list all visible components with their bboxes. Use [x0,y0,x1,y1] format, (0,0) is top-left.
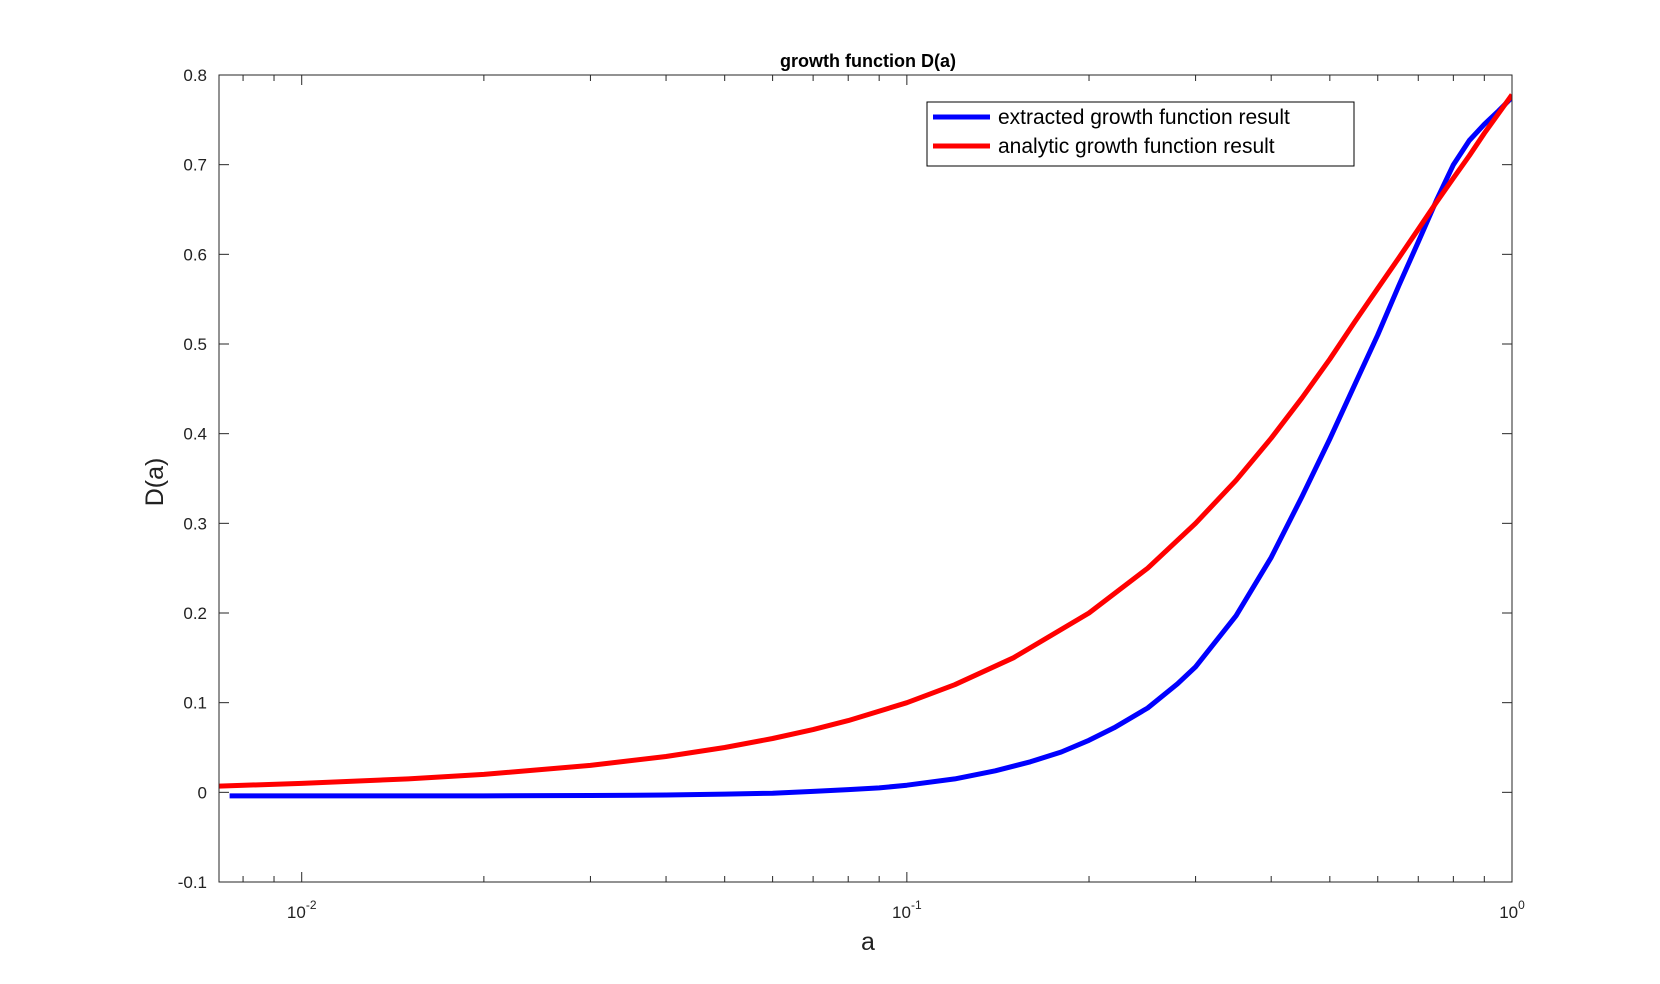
y-tick-label: 0.3 [183,514,207,533]
y-tick-label: 0.2 [183,604,207,623]
series-line-extracted [229,95,1512,799]
y-tick-label: 0.5 [183,335,207,354]
chart-title: growth function D(a) [780,51,956,71]
y-axis-label: D(a) [141,458,169,507]
y-tick-label: 0 [198,783,207,802]
x-axis-label: a [861,928,875,956]
y-tick-label: 0.8 [183,66,207,85]
legend-label-extracted: extracted growth function result [998,106,1290,129]
series-group [219,93,1512,799]
axes-frame [218,74,1513,883]
axes: -0.1 0 0.1 0.2 0.3 0.4 0.5 0.6 0.7 0.8 10-2 10-1 100 [178,66,1525,922]
y-tick-label: 0.4 [183,425,207,444]
y-tick-label: 0.7 [183,156,207,175]
series-line-analytic [219,93,1512,789]
y-tick-label: -0.1 [178,873,207,892]
y-tick-label: 0.1 [183,694,207,713]
legend-box [926,101,1355,167]
legend-label-analytic: analytic growth function result [998,135,1275,158]
x-tick-label: 10-2 [287,898,317,922]
x-tick-label: 10-1 [892,898,922,922]
x-tick-label: 100 [1499,898,1525,922]
plot-area [219,93,1512,799]
legend: extracted growth function result analyti… [926,101,1355,167]
y-tick-label: 0.6 [183,245,207,264]
